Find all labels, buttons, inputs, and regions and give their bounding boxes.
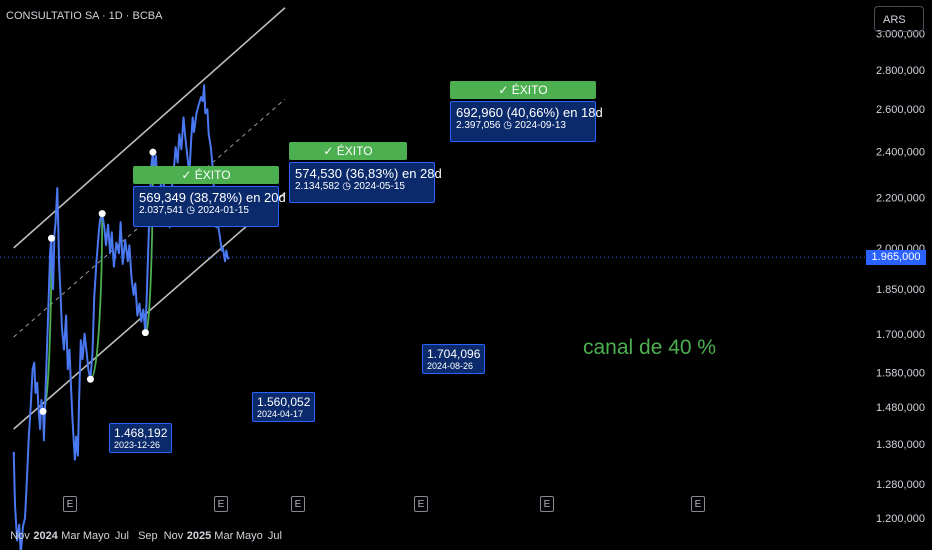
target-date: 2024-09-13 <box>514 120 566 131</box>
success-badge-2: ✓ ÉXITO <box>289 142 407 160</box>
gain-text: 574,530 (36,83%) en 28d <box>295 166 442 181</box>
x-tick-label: Jul <box>115 530 129 542</box>
target-value: 2.397,056 <box>456 120 501 131</box>
gain-box-3: 692,960 (40,66%) en 18d 2.397,056 ◷ 2024… <box>450 101 603 142</box>
x-tick-label: 2024 <box>33 530 58 542</box>
last-price-tag: 1.965,000 <box>866 250 926 265</box>
price-line <box>12 84 230 550</box>
low-date: 2024-04-17 <box>257 409 304 419</box>
y-tick-label: 2.800,000 <box>876 65 925 77</box>
low-label-1: 1.468,192 2023-12-26 <box>109 423 173 453</box>
success-badge-3: ✓ ÉXITO <box>450 81 596 99</box>
x-axis-ticks: Nov 2024 Mar Mayo Jul Sep Nov 2025 Mar Mayo Jul <box>10 530 282 542</box>
pivot-points <box>39 148 157 415</box>
pivot-low-point <box>141 329 149 337</box>
target-line: 2.134,582 ◷ 2024-05-15 <box>295 181 429 192</box>
low-label-2: 1.560,052 2024-04-17 <box>252 392 316 422</box>
currency-selector[interactable]: ARS <box>874 6 924 32</box>
x-tick-label: Mar <box>61 530 80 542</box>
earnings-marker[interactable]: E <box>214 496 228 512</box>
success-badge-1: ✓ ÉXITO <box>133 166 279 184</box>
clock-icon: ◷ <box>342 181 352 192</box>
pivot-low-point <box>39 407 47 415</box>
earnings-marker[interactable]: E <box>540 496 554 512</box>
low-label-3: 1.704,096 2024-08-26 <box>422 344 486 374</box>
y-axis-ticks: 3.000,0002.800,0002.600,0002.400,0002.20… <box>876 29 925 525</box>
low-price: 1.704,096 <box>427 347 481 361</box>
earnings-marker[interactable]: E <box>291 496 305 512</box>
target-line: 2.397,056 ◷ 2024-09-13 <box>456 120 590 131</box>
pivot-low-point <box>86 375 94 383</box>
low-date: 2023-12-26 <box>114 440 161 450</box>
gain-box-2: 574,530 (36,83%) en 28d 2.134,582 ◷ 2024… <box>289 162 442 203</box>
y-tick-label: 2.200,000 <box>876 193 925 205</box>
price-series <box>12 84 230 550</box>
x-tick-label: Nov <box>164 530 184 542</box>
gain-box-1: 569,349 (38,78%) en 20d 2.037,541 ◷ 2024… <box>133 186 286 227</box>
target-date: 2024-01-15 <box>197 205 249 216</box>
x-tick-label: Mar <box>214 530 233 542</box>
symbol-title: CONSULTATIO SA · 1D · BCBA <box>6 10 163 22</box>
low-date: 2024-08-26 <box>427 361 474 371</box>
y-tick-label: 1.580,000 <box>876 368 925 380</box>
y-tick-label: 1.850,000 <box>876 284 925 296</box>
x-tick-label: Mayo <box>236 530 263 542</box>
target-value: 2.037,541 <box>139 205 184 216</box>
x-tick-label: Nov <box>10 530 30 542</box>
y-tick-label: 1.200,000 <box>876 513 925 525</box>
y-tick-label: 1.480,000 <box>876 402 925 414</box>
clock-icon: ◷ <box>186 205 196 216</box>
pivot-target-point <box>98 210 106 218</box>
impulse-curve <box>89 213 104 381</box>
target-value: 2.134,582 <box>295 181 340 192</box>
y-tick-label: 1.380,000 <box>876 439 925 451</box>
x-tick-label: Sep <box>138 530 158 542</box>
y-tick-label: 2.600,000 <box>876 104 925 116</box>
target-date: 2024-05-15 <box>353 181 405 192</box>
earnings-marker[interactable]: E <box>63 496 77 512</box>
y-tick-label: 2.400,000 <box>876 147 925 159</box>
earnings-marker[interactable]: E <box>691 496 705 512</box>
x-tick-label: 2025 <box>187 530 211 542</box>
channel-label: canal de 40 % <box>583 336 717 359</box>
y-tick-label: 1.700,000 <box>876 329 925 341</box>
gain-text: 569,349 (38,78%) en 20d <box>139 190 286 205</box>
clock-icon: ◷ <box>503 120 513 131</box>
earnings-marker[interactable]: E <box>414 496 428 512</box>
gain-text: 692,960 (40,66%) en 18d <box>456 105 603 120</box>
x-tick-label: Mayo <box>83 530 110 542</box>
target-line: 2.037,541 ◷ 2024-01-15 <box>139 205 273 216</box>
pivot-target-point <box>47 234 55 242</box>
y-tick-label: 1.280,000 <box>876 479 925 491</box>
low-price: 1.560,052 <box>257 395 311 409</box>
pivot-target-point <box>149 148 157 156</box>
channel-line <box>13 7 286 249</box>
low-price: 1.468,192 <box>114 426 168 440</box>
x-tick-label: Jul <box>268 530 282 542</box>
